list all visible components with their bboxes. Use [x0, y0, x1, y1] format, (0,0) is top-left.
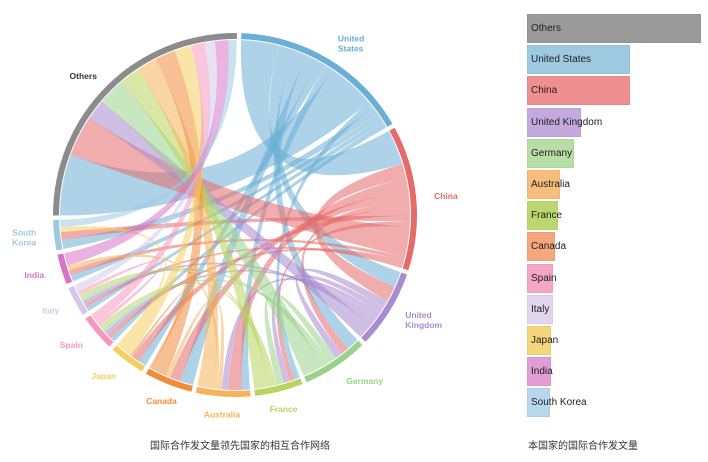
bar-label-australia: Australia: [531, 179, 570, 190]
bar-italy: Italy: [527, 294, 554, 324]
ribbon-china-others: [70, 117, 410, 257]
label-china: China: [434, 191, 458, 201]
bar-japan: Japan: [527, 326, 558, 355]
ribbon-india-others: [64, 40, 229, 266]
label-italy: Italy: [42, 305, 59, 315]
bar-label-china: China: [531, 85, 558, 97]
ribbon-germany-france: [264, 292, 336, 385]
chord-diagram: United States China United Kingdom Germany Fra…: [12, 32, 458, 420]
ribbon-china-spain: [107, 248, 404, 339]
ribbon-china-united-kingdom: [314, 163, 407, 302]
bar-china: China: [527, 76, 630, 106]
arc-united-kingdom: [361, 272, 408, 342]
label-united-kingdom: United Kingdom: [405, 310, 442, 330]
bar-label-germany: Germany: [531, 147, 573, 159]
label-france: France: [270, 404, 298, 414]
bar-label-united-kingdom: United Kingdom: [531, 116, 603, 128]
arc-south-korea: [53, 219, 63, 251]
bar-australia: Australia: [527, 170, 570, 199]
bar-germany: Germany: [527, 138, 574, 168]
arc-canada: [145, 368, 193, 392]
arc-china: [389, 127, 417, 271]
bar-label-others: Others: [531, 23, 562, 34]
ribbon-canada-japan: [130, 288, 189, 369]
bar-others: Others: [527, 14, 701, 43]
bar-south-korea: South Korea: [527, 388, 587, 418]
chord-ribbons: [60, 40, 410, 391]
bar-label-canada: Canada: [531, 241, 567, 253]
label-south-korea: South Korea: [12, 227, 36, 247]
arc-japan: [112, 345, 146, 372]
bar-label-india: India: [531, 366, 553, 378]
bar-united-states: United States: [527, 45, 630, 75]
chord-arcs: [53, 32, 417, 397]
ribbon-germany-others: [101, 81, 323, 376]
chord-caption: 国际合作发文量领先国家的相互合作网络: [150, 441, 330, 452]
bar-united-kingdom: United Kingdom: [527, 107, 602, 137]
arc-france: [254, 378, 303, 396]
bar-france: France: [527, 201, 562, 231]
ribbon-canada-others: [151, 50, 203, 376]
arc-australia: [195, 386, 251, 397]
arc-italy: [68, 285, 88, 315]
label-canada: Canada: [146, 396, 177, 406]
bar-label-france: France: [531, 210, 563, 222]
ribbon-united-states-united-kingdom: [269, 45, 401, 287]
ribbon-united-kingdom-others: [89, 101, 372, 337]
ribbon-spain-italy: [77, 260, 163, 326]
ribbon-france-others: [121, 69, 270, 389]
ribbon-united-states-others: [60, 69, 369, 216]
ribbon-united-kingdom-germany: [295, 268, 388, 359]
label-others: Others: [70, 71, 98, 81]
bar-chart: Others United States China United Kingdom Ge…: [527, 14, 702, 426]
label-spain: Spain: [60, 340, 83, 350]
bar-spain: Spain: [527, 263, 557, 293]
bar-canada: Canada: [527, 232, 566, 262]
label-japan: Japan: [91, 371, 116, 381]
bar-chart-caption: 本国家的国际合作发文量: [528, 441, 638, 452]
label-germany: Germany: [346, 376, 383, 386]
bar-india: India: [527, 357, 553, 387]
arc-germany: [304, 340, 363, 383]
bar-label-spain: Spain: [531, 272, 557, 284]
label-australia: Australia: [204, 410, 241, 420]
arc-india: [57, 253, 73, 284]
ribbon-united-states-china: [240, 40, 403, 176]
bar-label-japan: Japan: [531, 335, 559, 346]
arc-spain: [85, 315, 114, 347]
chord-labels: United States China United Kingdom Germany Fra…: [12, 34, 458, 420]
ribbon-united-states-australia: [241, 65, 333, 390]
label-india: India: [24, 270, 44, 280]
ribbon-italy-others: [74, 41, 218, 292]
ribbon-japan-others: [120, 45, 205, 356]
ribbon-united-states-france: [276, 102, 373, 380]
bar-label-south-korea: South Korea: [531, 397, 587, 409]
label-united-states: United States: [338, 34, 364, 54]
ribbon-spain-others: [91, 42, 211, 323]
bar-label-united-states: United States: [531, 54, 592, 66]
ribbon-united-kingdom-france: [271, 274, 384, 384]
bar-label-italy: Italy: [531, 303, 550, 315]
